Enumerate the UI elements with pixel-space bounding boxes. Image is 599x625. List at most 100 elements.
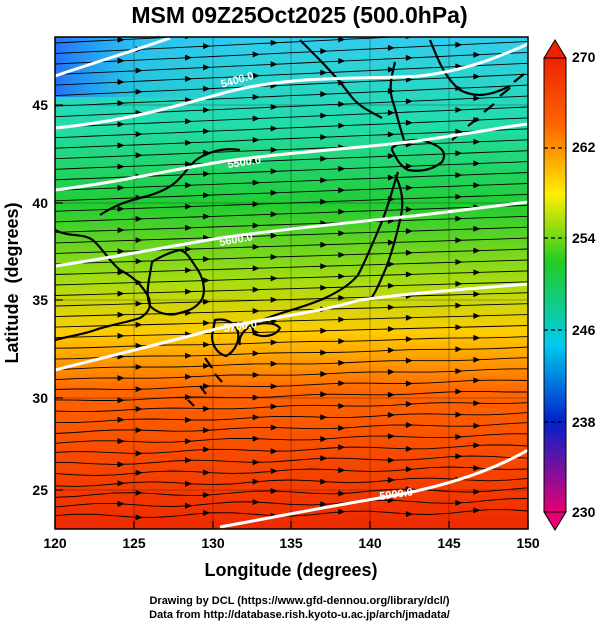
streamline-arrow [473, 312, 481, 319]
streamline [55, 477, 528, 487]
streamline [55, 412, 528, 424]
streamline-arrow [473, 51, 481, 58]
streamline-arrow [338, 338, 346, 345]
contour-line-5600 [55, 122, 528, 192]
x-tick-125: 125 [122, 535, 146, 551]
streamline-arrow [203, 341, 211, 348]
streamline-arrow [320, 371, 328, 377]
streamline-arrow [117, 500, 125, 507]
colorbar-label-246: 246 [572, 322, 596, 338]
streamline-arrow [135, 342, 143, 349]
streamline-arrow [270, 39, 278, 46]
streamline [55, 390, 528, 401]
y-tick-40: 40 [32, 195, 48, 211]
streamline-arrow [455, 128, 463, 135]
x-tick-135: 135 [279, 535, 303, 551]
streamline-arrow [185, 502, 193, 509]
streamline-arrow [405, 422, 413, 428]
streamline-arrow [185, 480, 193, 487]
tick-marks [54, 104, 529, 529]
streamline-arrow [203, 492, 211, 498]
streamline-arrow [252, 136, 260, 143]
streamline-arrow [405, 184, 413, 191]
contour-line-5700 [55, 200, 528, 268]
streamline-arrow [270, 275, 278, 282]
contour-line-5900 [219, 448, 528, 529]
streamline-arrow [338, 359, 346, 366]
streamline-arrow [252, 499, 260, 506]
streamline-arrow [203, 256, 211, 263]
streamline-arrow [473, 465, 481, 472]
streamline-arrow [387, 304, 395, 311]
streamline-arrow [185, 417, 193, 423]
streamline [55, 292, 528, 307]
streamline-arrow [320, 436, 328, 442]
streamline-arrow [252, 201, 260, 208]
streamline-arrow [252, 158, 260, 165]
streamline-arrow [387, 261, 395, 268]
streamline-arrow [338, 208, 346, 215]
streamline-arrow [338, 101, 346, 108]
streamline-arrow [473, 334, 481, 341]
streamline-arrow [203, 320, 211, 326]
streamline-arrow [270, 211, 278, 218]
streamline-arrow [135, 321, 143, 328]
streamline-arrow [320, 155, 328, 162]
streamline-arrow [405, 54, 413, 61]
streamline [55, 204, 528, 223]
streamline-arrow [338, 122, 346, 129]
streamline-arrow [117, 332, 125, 339]
streamline-arrow [117, 142, 125, 149]
streamline-arrow [185, 75, 193, 82]
streamline-arrow [270, 232, 278, 239]
streamline-arrow [405, 357, 413, 364]
streamline-arrow [203, 85, 211, 92]
streamline-arrow [320, 134, 328, 141]
streamline-arrow [135, 364, 143, 370]
streamline [55, 402, 528, 413]
streamline-arrow [338, 444, 346, 451]
y-tick-45: 45 [32, 97, 48, 113]
streamline-arrow [185, 182, 193, 189]
streamline-arrow [185, 457, 193, 464]
streamline-arrow [270, 125, 278, 132]
streamline-arrow [387, 477, 395, 483]
streamline-arrow [117, 480, 125, 487]
streamline [55, 37, 186, 44]
streamline-arrow [405, 511, 413, 518]
streamline-arrow [405, 249, 413, 256]
streamline-arrow [203, 192, 211, 199]
streamline [55, 172, 528, 191]
x-tick-120: 120 [43, 535, 67, 551]
streamline-arrow [252, 308, 260, 314]
streamline-arrow [455, 259, 463, 265]
streamline-arrow [473, 291, 481, 298]
streamline-arrow [135, 300, 143, 307]
streamline-arrow [320, 69, 328, 76]
streamline [55, 325, 528, 339]
streamline [55, 183, 528, 202]
streamline-arrow [320, 391, 328, 398]
streamline-arrow [320, 284, 328, 291]
streamline-arrow [117, 397, 125, 404]
streamline-arrow [203, 362, 211, 369]
streamline-arrow [117, 290, 125, 297]
streamline-arrow [320, 414, 328, 421]
streamline-arrow [203, 170, 211, 177]
colorbar-label-254: 254 [572, 230, 596, 246]
streamline [55, 150, 528, 170]
streamline-arrow [252, 350, 260, 357]
streamline-arrow [320, 48, 328, 55]
streamline-arrow [135, 152, 143, 159]
streamline-arrow [203, 64, 211, 71]
streamline-arrow [455, 150, 463, 157]
streamline-arrow [252, 478, 260, 485]
credits: Drawing by DCL (https://www.gfd-dennou.o… [0, 594, 599, 622]
streamline [55, 51, 528, 76]
streamline-arrow [405, 401, 413, 407]
streamline-arrow [455, 411, 463, 418]
streamline-arrow [473, 507, 481, 514]
streamline-arrow [387, 239, 395, 246]
streamline-arrow [270, 104, 278, 110]
